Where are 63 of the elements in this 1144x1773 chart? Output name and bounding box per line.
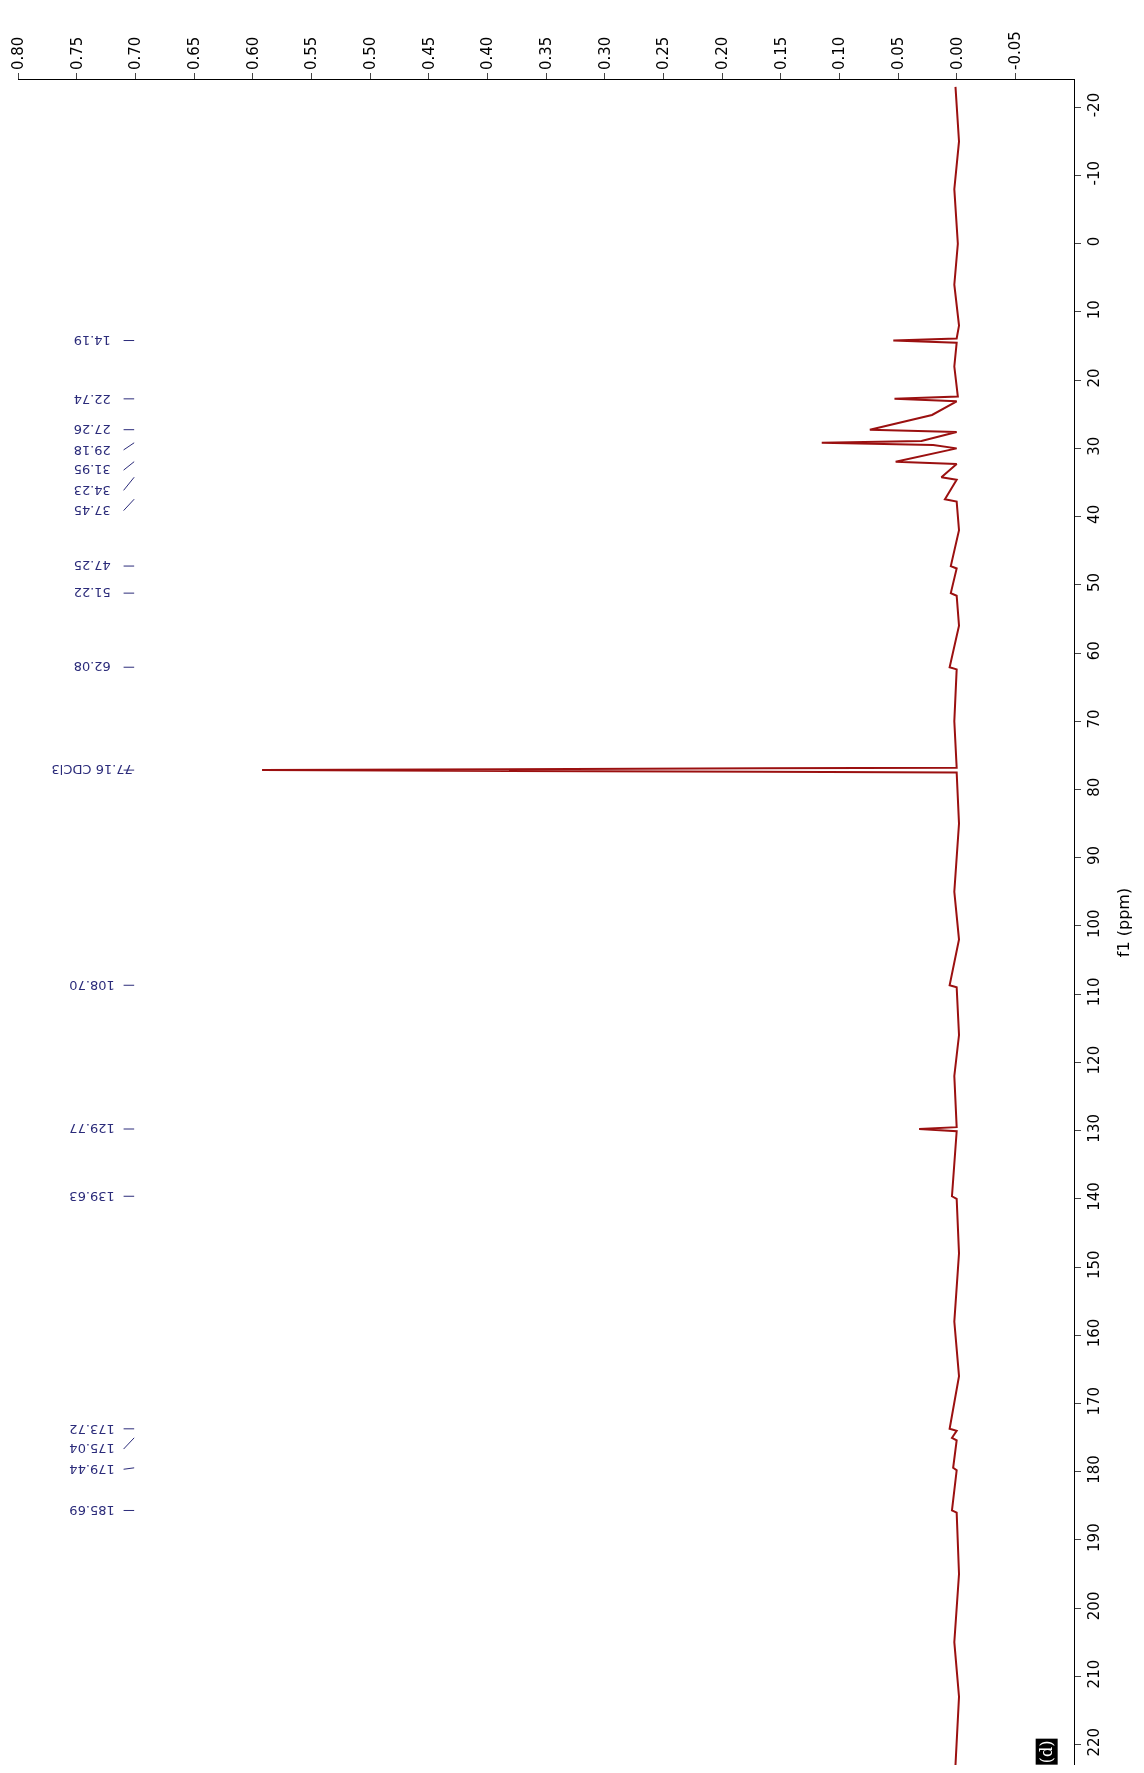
y-tick-label: 10 — [1085, 300, 1103, 320]
y-tick-label: -10 — [1085, 161, 1103, 186]
y-tick-label: 110 — [1085, 977, 1103, 1007]
y-tick-label: 20 — [1085, 368, 1103, 388]
annotation: 185.69 — [69, 1502, 115, 1518]
annotation: 77.16 CDCl3 — [51, 762, 133, 778]
y-tick-label: 90 — [1085, 845, 1103, 865]
y-tick-label: 0 — [1085, 236, 1103, 247]
y-tick-label: -20 — [1085, 92, 1103, 118]
annotation: 173.72 — [69, 1421, 115, 1437]
y-tick-label: 120 — [1085, 1045, 1103, 1075]
x-tick-label: 0.60 — [243, 36, 262, 70]
annotation: 179.44 — [69, 1461, 115, 1477]
y-tick-label: 40 — [1085, 504, 1103, 524]
annotation: 22.74 — [73, 391, 111, 407]
y-tick-label: 170 — [1085, 1386, 1103, 1416]
y-tick-label: 100 — [1085, 909, 1103, 938]
y-tick-label: 220 — [1085, 1727, 1103, 1757]
y-tick-label: 30 — [1085, 436, 1103, 456]
annotation: 34.23 — [73, 482, 111, 498]
x-tick-label: 0.40 — [478, 36, 497, 70]
x-tick-label: 0.65 — [184, 36, 203, 70]
annotation: 108.70 — [69, 977, 115, 993]
x-tick-label: 0.30 — [595, 36, 614, 70]
y-tick-label: 50 — [1085, 573, 1103, 593]
annotation: 14.19 — [73, 333, 111, 349]
y-tick-label: 210 — [1085, 1659, 1103, 1689]
x-tick-label: 0.05 — [888, 36, 907, 70]
y-tick-label: 60 — [1085, 641, 1103, 661]
y-tick-label: 180 — [1085, 1455, 1103, 1484]
y-axis-title: f1 (ppm) — [1113, 887, 1133, 958]
y-tick-label: 190 — [1085, 1523, 1103, 1552]
x-tick-label: 0.15 — [771, 36, 790, 70]
y-tick-label: 160 — [1085, 1318, 1103, 1348]
x-tick-label: 0.10 — [830, 36, 849, 70]
annotation: 37.45 — [73, 503, 111, 519]
x-tick-label: 0.55 — [302, 36, 321, 70]
annotation: 51.22 — [73, 585, 111, 601]
x-tick-label: 0.75 — [67, 36, 86, 70]
annotation: (d) — [1037, 1740, 1057, 1764]
y-tick-label: 150 — [1085, 1250, 1103, 1280]
x-tick-label: 0.50 — [360, 36, 379, 70]
y-tick-label: 130 — [1085, 1114, 1103, 1143]
x-tick-label: 0.45 — [419, 36, 438, 70]
y-tick-label: 140 — [1085, 1182, 1103, 1211]
y-tick-label: 200 — [1085, 1591, 1103, 1621]
x-tick-label: 0.35 — [536, 36, 555, 70]
y-tick-label: 80 — [1085, 777, 1103, 797]
annotation: 139.63 — [69, 1188, 115, 1204]
x-tick-label: -0.05 — [1006, 31, 1025, 70]
annotation: 31.95 — [73, 462, 111, 478]
annotation: 129.77 — [69, 1121, 115, 1136]
x-tick-label: 0.80 — [8, 36, 27, 70]
annotation: 47.25 — [73, 558, 111, 574]
x-tick-label: 0.00 — [947, 36, 966, 70]
x-tick-label: 0.20 — [712, 36, 731, 70]
annotation: 29.18 — [73, 442, 111, 458]
y-tick-label: 70 — [1085, 709, 1103, 729]
x-tick-label: 0.25 — [654, 36, 673, 70]
x-tick-label: 0.70 — [126, 36, 145, 70]
annotation: 175.04 — [69, 1441, 115, 1457]
annotation: 62.08 — [73, 659, 111, 675]
annotation: 27.26 — [73, 422, 111, 438]
